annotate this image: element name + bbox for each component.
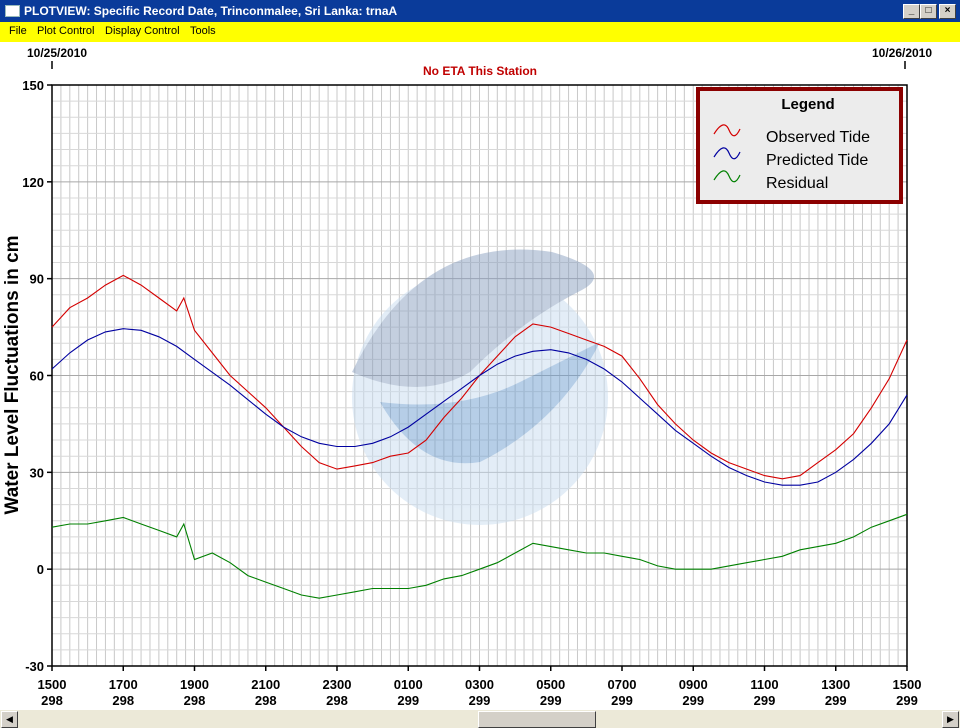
x-tick-day: 299 bbox=[896, 693, 918, 708]
scroll-left-button[interactable]: ◀ bbox=[1, 711, 18, 728]
x-tick-day: 299 bbox=[469, 693, 491, 708]
app-icon bbox=[5, 5, 20, 17]
menu-file[interactable]: File bbox=[9, 25, 27, 37]
x-tick-time: 2300 bbox=[323, 677, 352, 692]
y-tick-label: -30 bbox=[25, 659, 44, 674]
x-tick-time: 0700 bbox=[608, 677, 637, 692]
observed-tide-line bbox=[51, 274, 908, 480]
x-tick-time: 0500 bbox=[536, 677, 565, 692]
horizontal-scrollbar[interactable]: ◀ ▶ bbox=[0, 710, 960, 728]
y-tick-label: 0 bbox=[37, 562, 44, 577]
legend-entry-observed: Observed Tide bbox=[766, 129, 870, 146]
x-tick-day: 298 bbox=[41, 693, 63, 708]
maximize-icon: □ bbox=[925, 5, 932, 16]
x-tick-time: 1100 bbox=[750, 677, 778, 692]
menu-display-control[interactable]: Display Control bbox=[105, 25, 180, 37]
x-tick-day: 299 bbox=[682, 693, 704, 708]
legend: Legend Observed Tide Predicted Tide Resi… bbox=[696, 87, 903, 204]
x-tick-time: 1900 bbox=[180, 677, 209, 692]
x-tick-day: 298 bbox=[326, 693, 348, 708]
x-tick-day: 298 bbox=[255, 693, 277, 708]
legend-swatch-predicted bbox=[713, 147, 741, 160]
minimize-icon: _ bbox=[908, 5, 915, 16]
legend-entry-residual: Residual bbox=[766, 175, 828, 192]
x-tick-day: 299 bbox=[397, 693, 419, 708]
y-tick-label: 30 bbox=[30, 465, 44, 480]
date-left: 10/25/2010 bbox=[27, 46, 87, 60]
y-tick-label: 120 bbox=[22, 175, 44, 190]
x-axis: 1500298170029819002982100298230029801002… bbox=[38, 666, 922, 708]
minimize-button[interactable]: _ bbox=[903, 4, 920, 19]
x-tick-day: 298 bbox=[112, 693, 134, 708]
y-tick-label: 90 bbox=[30, 272, 44, 287]
scroll-thumb[interactable] bbox=[478, 711, 596, 728]
arrow-right-icon: ▶ bbox=[947, 714, 954, 724]
close-button[interactable]: × bbox=[939, 4, 956, 19]
title-bar: PLOTVIEW: Specific Record Date, Trinconm… bbox=[0, 0, 960, 22]
x-tick-time: 1500 bbox=[893, 677, 922, 692]
legend-entry-predicted: Predicted Tide bbox=[766, 152, 868, 169]
scroll-right-button[interactable]: ▶ bbox=[942, 711, 959, 728]
menu-plot-control[interactable]: Plot Control bbox=[37, 25, 95, 37]
date-right: 10/26/2010 bbox=[872, 46, 932, 60]
y-axis: 150 120 90 60 30 0 -30 bbox=[22, 78, 52, 674]
window-title: PLOTVIEW: Specific Record Date, Trinconm… bbox=[24, 4, 398, 18]
y-axis-label: Water Level Fluctuations in cm bbox=[2, 235, 23, 514]
x-tick-time: 1500 bbox=[38, 677, 67, 692]
menu-bar: File Plot Control Display Control Tools bbox=[0, 22, 960, 42]
residual-line bbox=[51, 513, 908, 599]
x-tick-time: 0300 bbox=[465, 677, 494, 692]
x-tick-day: 299 bbox=[754, 693, 776, 708]
x-tick-day: 298 bbox=[184, 693, 206, 708]
x-tick-day: 299 bbox=[611, 693, 633, 708]
y-tick-label: 150 bbox=[22, 78, 44, 93]
close-icon: × bbox=[944, 5, 951, 16]
x-tick-day: 299 bbox=[825, 693, 847, 708]
legend-swatch-observed bbox=[713, 124, 741, 137]
x-tick-day: 299 bbox=[540, 693, 562, 708]
menu-tools[interactable]: Tools bbox=[190, 25, 216, 37]
x-tick-time: 0900 bbox=[679, 677, 708, 692]
legend-title: Legend bbox=[781, 96, 834, 113]
x-tick-time: 0100 bbox=[394, 677, 423, 692]
plot-area: 150 120 90 60 30 0 -30 1500 298 1700 298 1900 298 21… bbox=[0, 42, 960, 710]
predicted-tide-line bbox=[51, 328, 908, 486]
legend-swatch-residual bbox=[713, 170, 741, 183]
maximize-button[interactable]: □ bbox=[920, 4, 937, 19]
x-tick-time: 1700 bbox=[109, 677, 138, 692]
arrow-left-icon: ◀ bbox=[6, 714, 13, 724]
x-tick-time: 2100 bbox=[251, 677, 280, 692]
legend-box bbox=[696, 87, 903, 204]
watermark-logo bbox=[352, 249, 608, 525]
series-lines bbox=[51, 274, 908, 599]
eta-status: No ETA This Station bbox=[423, 64, 537, 78]
x-tick-time: 1300 bbox=[821, 677, 850, 692]
y-tick-label: 60 bbox=[30, 369, 44, 384]
